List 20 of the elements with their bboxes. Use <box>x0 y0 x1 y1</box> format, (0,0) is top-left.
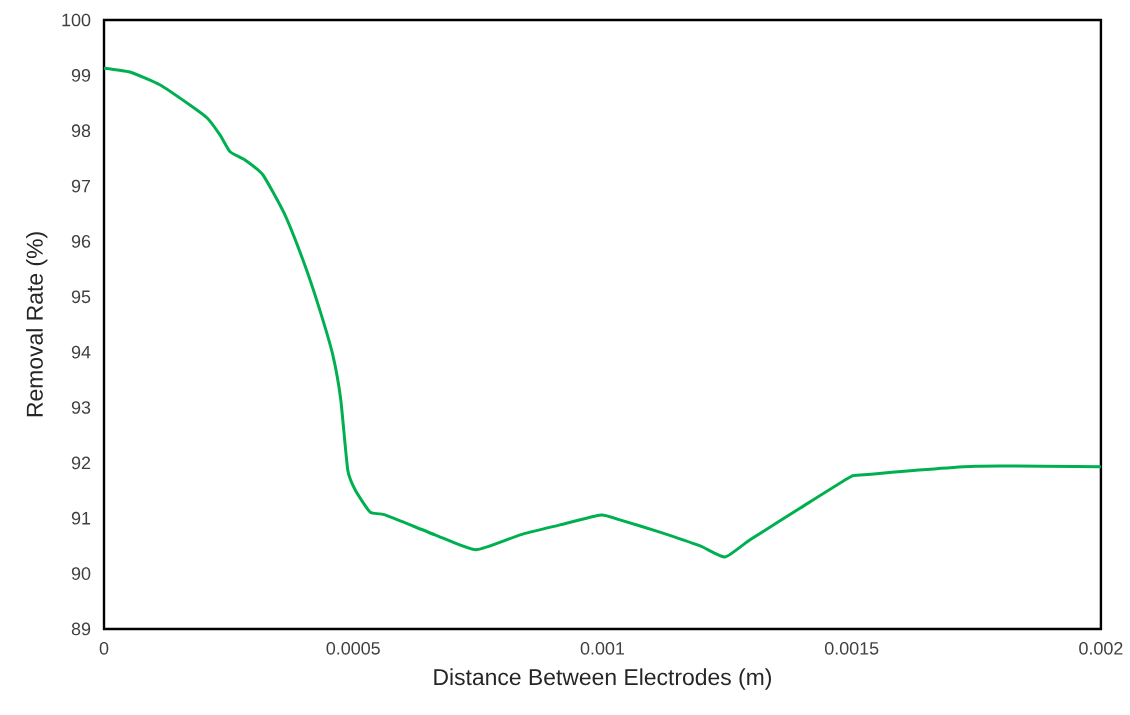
x-tick-label: 0.001 <box>580 641 625 655</box>
x-tick-label: 0.0005 <box>326 641 380 655</box>
y-tick-label: 90 <box>71 567 91 580</box>
x-tick-label: 0.0015 <box>824 641 879 655</box>
line-series <box>104 66 1101 559</box>
y-tick-label: 94 <box>71 345 91 359</box>
y-tick-label: 96 <box>71 235 91 248</box>
y-tick-label: 99 <box>71 69 91 82</box>
y-tick-label: 100 <box>62 13 91 27</box>
y-axis-title: Removal Rate (%) <box>26 232 48 417</box>
y-tick-label: 98 <box>71 124 91 138</box>
x-tick-label: 0.002 <box>1079 641 1123 655</box>
y-tick-label: 93 <box>71 401 91 414</box>
x-tick-label: 0 <box>99 641 109 655</box>
y-tick-label: 91 <box>71 511 91 525</box>
y-tick-label: 89 <box>71 622 91 636</box>
x-axis-title: Distance Between Electrodes (m) <box>434 668 771 690</box>
y-tick-label: 92 <box>71 456 91 470</box>
y-tick-label: 95 <box>71 290 91 304</box>
y-tick-label: 97 <box>71 179 91 193</box>
